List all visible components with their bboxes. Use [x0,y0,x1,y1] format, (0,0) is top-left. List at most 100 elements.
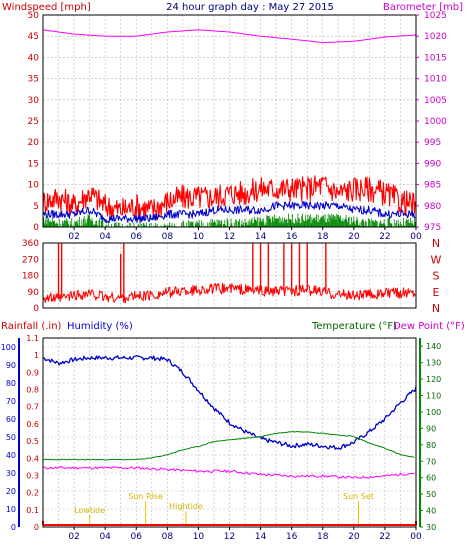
temp-x-tick-label: 10 [193,532,205,542]
rain-tick-label: 0.9 [26,368,39,377]
series-layer: Lowtide Sun Rise Hightide Sun Set [42,29,417,527]
wind-tick-label: 5 [33,202,39,212]
humidity-axis-title: Humidity (%) [67,321,133,332]
temp-x-tick-label: 00 [410,532,422,542]
dir-tick-label: 270 [22,255,39,265]
annotation-label: Hightide [169,502,203,511]
rain-tick-label: 0.2 [26,489,39,498]
rain-tick-label: 0.5 [26,437,39,446]
wind-x-tick-label: 22 [379,232,390,242]
wind-gust-line [42,175,416,221]
baro-tick-label: 1000 [424,117,447,127]
temp-x-tick-label: 16 [286,532,298,542]
humidity-tick-label: 20 [6,487,16,496]
direction-panel-frame [42,242,417,309]
wind-direction-line [42,282,416,304]
rain-tick-label: 0 [34,523,39,532]
rain-tick-label: 0.4 [26,454,39,463]
wind-x-tick-label: 12 [224,232,235,242]
temp-x-tick-label: 18 [317,532,329,542]
temperature-tick-label: 50 [426,490,436,499]
temp-x-tick-label: 20 [348,532,360,542]
wind-tick-label: 0 [33,223,39,233]
temp-x-tick-label: 12 [224,532,235,542]
dir-compass-label: S [433,270,440,283]
baro-tick-label: 990 [424,159,441,169]
rain-tick-label: 1.1 [26,334,39,343]
baro-tick-label: 1020 [424,32,447,42]
barometer-axis-title: Barometer [mb] [383,2,463,13]
wind-tick-label: 20 [28,138,40,148]
temperature-tick-label: 110 [426,392,441,401]
dir-tick-label: 0 [33,304,39,314]
temp-x-tick-label: 02 [68,532,79,542]
temperature-tick-label: 140 [426,342,441,351]
temperature-tick-label: 40 [426,507,436,516]
temperature-axis-title: Temperature (°F) [311,321,397,332]
dewpoint-axis-title: Dew Point (°F) [393,321,465,332]
wind-x-tick-label: 06 [131,232,143,242]
wind-tick-label: 30 [28,96,40,106]
wind-x-tick-label: 20 [348,232,360,242]
baro-tick-label: 975 [424,223,441,233]
baro-tick-label: 1025 [424,11,447,21]
baro-tick-label: 1015 [424,53,447,63]
annotation-label: Lowtide [74,506,105,515]
dir-tick-label: 180 [22,272,39,282]
wind-x-tick-label: 18 [317,232,329,242]
annotation-label: Sun Rise [128,492,163,501]
temp-x-tick-label: 06 [131,532,143,542]
rain-tick-label: 0.6 [26,420,39,429]
temperature-tick-label: 130 [426,359,441,368]
dir-tick-label: 90 [28,288,40,298]
wind-axis-title: Windspeed [mph] [2,2,91,13]
humidity-tick-label: 80 [6,379,16,388]
temp-x-tick-label: 04 [99,532,111,542]
temperature-tick-label: 30 [426,523,436,532]
wind-tick-label: 25 [28,117,39,127]
tick-layer: 0510152025303540455097598098599099510001… [1,11,447,542]
dewpoint-line [42,466,415,479]
dir-compass-label: E [433,286,440,299]
chart-title: 24 hour graph day : May 27 2015 [166,2,334,13]
rain-tick-label: 0.8 [26,386,39,395]
wind-speed-line [42,201,416,224]
humidity-tick-label: 30 [6,469,16,478]
temperature-tick-label: 120 [426,375,441,384]
rain-tick-label: 0.7 [26,403,39,412]
baro-tick-label: 995 [424,138,441,148]
temperature-tick-label: 70 [426,457,436,466]
humidity-tick-label: 90 [6,361,16,370]
dir-compass-label: N [432,237,440,250]
temperature-tick-label: 80 [426,441,436,450]
baro-tick-label: 1010 [424,75,447,85]
humidity-tick-label: 10 [6,505,16,514]
rain-tick-label: 0.3 [26,471,39,480]
rain-tick-label: 1 [34,351,39,360]
baro-tick-label: 980 [424,202,441,212]
temp-x-tick-label: 14 [255,532,267,542]
wind-tick-label: 10 [28,181,40,191]
wind-x-tick-label: 00 [410,232,422,242]
rain-axis-title: Rainfall (.in) [1,321,62,332]
grid-layer [43,14,416,528]
barometer-line [42,29,417,44]
annotation-label: Sun Set [343,492,374,501]
baro-tick-label: 1005 [424,96,447,106]
wind-tick-label: 50 [28,11,40,21]
wind-tick-label: 45 [28,32,39,42]
dir-tick-label: 360 [22,239,39,249]
baro-tick-label: 985 [424,181,441,191]
humidity-tick-label: 50 [6,433,16,442]
humidity-tick-label: 100 [1,343,16,352]
temperature-tick-label: 90 [426,424,436,433]
humidity-line [42,355,417,450]
wind-x-tick-label: 14 [255,232,267,242]
wind-tick-label: 35 [28,75,39,85]
wind-x-tick-label: 04 [99,232,111,242]
humidity-tick-label: 70 [6,397,16,406]
dir-compass-label: W [431,253,442,266]
temperature-tick-label: 60 [426,474,436,483]
